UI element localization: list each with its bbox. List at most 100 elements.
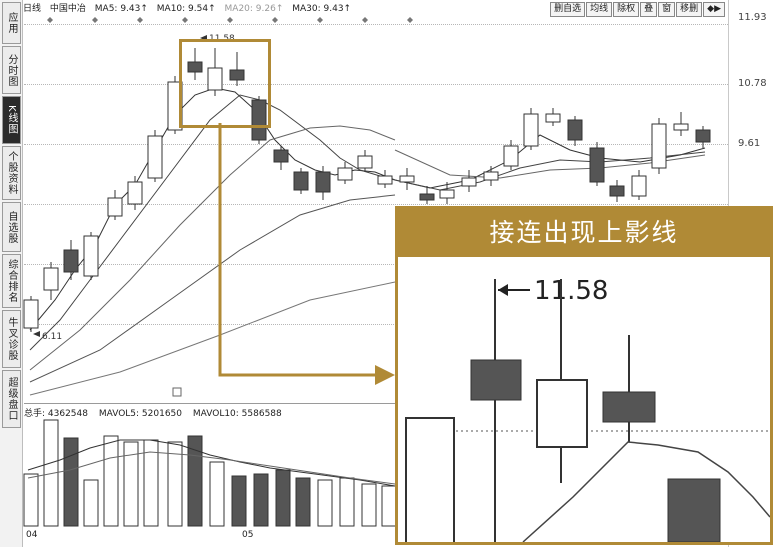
candle-body: [483, 171, 499, 181]
gridline: [24, 24, 728, 25]
event-marker: [137, 17, 143, 23]
ma10-value: MA10: 9.54↑: [156, 4, 216, 14]
tab-apps[interactable]: 应用: [2, 2, 21, 44]
candle-body: [229, 69, 245, 81]
candle-body: [63, 249, 79, 273]
remove-watchlist-button[interactable]: 删自选: [550, 2, 586, 17]
candle-body: [83, 235, 99, 277]
candle-body: [273, 149, 289, 163]
ma30-value: MA30: 9.43↑: [292, 4, 352, 14]
ma10-line: [29, 94, 396, 351]
connector-line: [218, 123, 375, 377]
volume-bar: [209, 461, 225, 527]
volume-bar: [167, 441, 183, 527]
candle-body: [439, 189, 455, 199]
volume-bar: [43, 419, 59, 527]
inset-candle-white: [536, 379, 588, 448]
ma20-line-right: [394, 149, 706, 179]
tab-diagnosis[interactable]: 牛叉诊股: [2, 310, 21, 368]
gridline: [24, 324, 728, 325]
candle-body: [631, 175, 647, 197]
total-volume: 总手: 4362548: [24, 409, 88, 419]
volume-bar: [103, 435, 119, 527]
volume-bar: [275, 469, 291, 527]
small-marker: [172, 387, 182, 397]
date-label-04: 04: [26, 530, 38, 540]
connector-arrowhead: [375, 365, 395, 385]
ma30-line: [29, 194, 396, 383]
gridline: [24, 264, 728, 265]
candle-body: [545, 113, 561, 123]
left-sidebar: 应用 分时图 K线图 个股资料 自选股 综合排名 牛叉诊股 超级盘口: [0, 0, 23, 547]
price-label-high: 11.93: [738, 12, 767, 23]
inset-candle-white-left: [405, 417, 455, 542]
candle-body: [207, 67, 223, 91]
event-marker: [182, 17, 188, 23]
volume-bar: [339, 477, 355, 527]
candle-body: [503, 145, 519, 167]
volume-bar: [317, 479, 333, 527]
candle-body: [461, 177, 477, 187]
ma5-value: MA5: 9.43↑: [94, 4, 148, 14]
inset-candle-dark: [470, 359, 522, 401]
candle-body: [695, 129, 711, 143]
gridline: [24, 84, 728, 85]
candle-body: [127, 181, 143, 205]
volume-bar: [63, 437, 79, 527]
tab-stock-info[interactable]: 个股资料: [2, 146, 21, 200]
ma-button[interactable]: 均线: [586, 2, 613, 17]
candle-body: [147, 135, 163, 179]
price-label-low: 9.61: [738, 138, 761, 149]
candle-body: [567, 119, 583, 141]
low-arrow: [33, 331, 40, 337]
event-markers: [47, 17, 413, 23]
price-label-mid: 10.78: [738, 78, 767, 89]
move-delete-button[interactable]: 移删: [676, 2, 703, 17]
low-marker-label: 6.11: [42, 332, 62, 342]
candle-body: [589, 147, 605, 183]
ma-info-bar: 日线 中国中冶 MA5: 9.43↑ MA10: 9.54↑ MA20: 9.2…: [23, 0, 723, 18]
tab-kline[interactable]: K线图: [2, 96, 21, 144]
inset-chart: 11.58: [405, 276, 770, 542]
mavol5-line: [27, 439, 396, 487]
candle-body: [23, 299, 39, 329]
inset-candle-dark-3: [667, 478, 721, 542]
volume-bar: [123, 441, 139, 527]
mavol10-line: [27, 451, 396, 485]
event-marker: [317, 17, 323, 23]
window-button[interactable]: 窗: [658, 2, 676, 17]
candle-body: [357, 155, 373, 169]
candle-body: [523, 113, 539, 147]
candle-body: [609, 185, 625, 197]
tab-intraday[interactable]: 分时图: [2, 46, 21, 94]
stock-name: 中国中冶: [49, 4, 86, 14]
volume-bar: [295, 477, 311, 527]
nav-arrows-button[interactable]: ◆▶: [703, 2, 725, 17]
tab-ranking[interactable]: 综合排名: [2, 254, 21, 308]
candle-body: [337, 167, 353, 181]
volume-info-bar: 总手: 4362548 MAVOL5: 5201650 MAVOL10: 558…: [24, 406, 290, 419]
ma20-line: [29, 125, 396, 371]
tab-watchlist[interactable]: 自选股: [2, 202, 21, 252]
gridline: [24, 204, 728, 205]
candle-body: [187, 61, 203, 73]
overlay-button[interactable]: 叠: [640, 2, 658, 17]
inset-price-label: 11.58: [534, 276, 608, 306]
inset-price-arrowhead: [498, 284, 508, 296]
gridline: [24, 144, 728, 145]
candle-body: [43, 267, 59, 291]
candle-body: [251, 99, 267, 141]
volume-bar: [253, 473, 269, 527]
candle-body: [167, 81, 183, 131]
chart-toolbar: 删自选 均线 除权 叠 窗 移删 ◆▶: [550, 2, 725, 17]
tab-level2[interactable]: 超级盘口: [2, 370, 21, 428]
event-marker: [227, 17, 233, 23]
event-marker: [272, 17, 278, 23]
highlight-box: [179, 39, 271, 128]
event-marker: [407, 17, 413, 23]
candle-body: [315, 171, 331, 193]
mavol10-value: MAVOL10: 5586588: [192, 409, 282, 419]
ex-rights-button[interactable]: 除权: [613, 2, 640, 17]
zoom-inset: 接连出现上影线 11.58: [395, 206, 773, 545]
